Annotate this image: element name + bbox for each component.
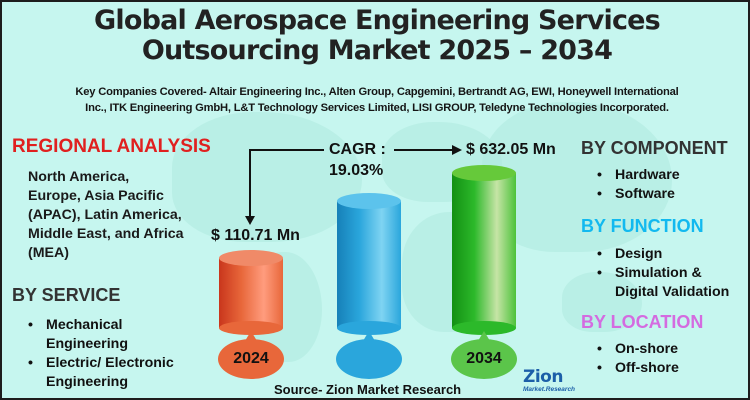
by-location-heading: BY LOCATION: [581, 312, 704, 332]
regional-analysis-heading: REGIONAL ANALYSIS: [12, 136, 211, 157]
end-value-label: $ 632.05 Mn: [466, 141, 556, 158]
location-list: On-shore Off-shore: [597, 340, 747, 378]
component-item: Software: [597, 185, 747, 204]
region-line: (APAC), Latin America,: [28, 207, 182, 223]
logo-sub: Market.Research: [523, 386, 576, 393]
bar-mid: [337, 193, 401, 335]
bar-2034: [452, 165, 516, 335]
region-line: Middle East, and Africa: [28, 226, 184, 242]
logo-main: Zion: [523, 367, 563, 387]
page-title: Global Aerospace Engineering Services Ou…: [2, 5, 748, 66]
cagr-label: CAGR :: [329, 141, 386, 158]
map-north-america: [172, 112, 362, 242]
by-service-heading: BY SERVICE: [12, 285, 121, 305]
companies-line-1: Key Companies Covered- Altair Engineerin…: [75, 86, 679, 98]
key-companies: Key Companies Covered- Altair Engineerin…: [10, 84, 744, 116]
cagr-value: 19.03%: [329, 162, 384, 179]
region-line: (MEA): [28, 245, 69, 261]
by-function-heading: BY FUNCTION: [581, 216, 704, 236]
year-bubble-2034: 2034: [451, 331, 517, 379]
zion-logo: Zion Market.Research: [523, 368, 575, 394]
region-line: Europe, Asia Pacific: [28, 188, 164, 204]
component-list: Hardware Software: [597, 166, 747, 204]
by-component-heading: BY COMPONENT: [581, 138, 728, 158]
component-item: Hardware: [597, 166, 747, 185]
service-item: Electric/ Electronic Engineering: [28, 354, 198, 392]
year-bubble-mid: [336, 331, 402, 379]
title-line-2: Outsourcing Market 2025 – 2034: [141, 35, 613, 66]
title-line-1: Global Aerospace Engineering Services: [94, 5, 661, 36]
location-item: On-shore: [597, 340, 747, 359]
function-item: Simulation & Digital Validation: [597, 264, 747, 302]
start-value-label: $ 110.71 Mn: [211, 227, 300, 244]
region-line: North America,: [28, 169, 130, 185]
regional-list: North America, Europe, Asia Pacific (APA…: [28, 168, 228, 263]
service-item: Mechanical Engineering: [28, 316, 198, 354]
companies-line-2: Inc., ITK Engineering GmbH, L&T Technolo…: [85, 102, 669, 114]
location-item: Off-shore: [597, 359, 747, 378]
function-item: Design: [597, 245, 747, 264]
bar-2024: [219, 250, 283, 335]
year-bubble-2024: 2024: [218, 331, 284, 379]
service-list: Mechanical Engineering Electric/ Electro…: [28, 316, 198, 392]
function-list: Design Simulation & Digital Validation: [597, 245, 747, 302]
source-text: Source- Zion Market Research: [274, 382, 462, 397]
